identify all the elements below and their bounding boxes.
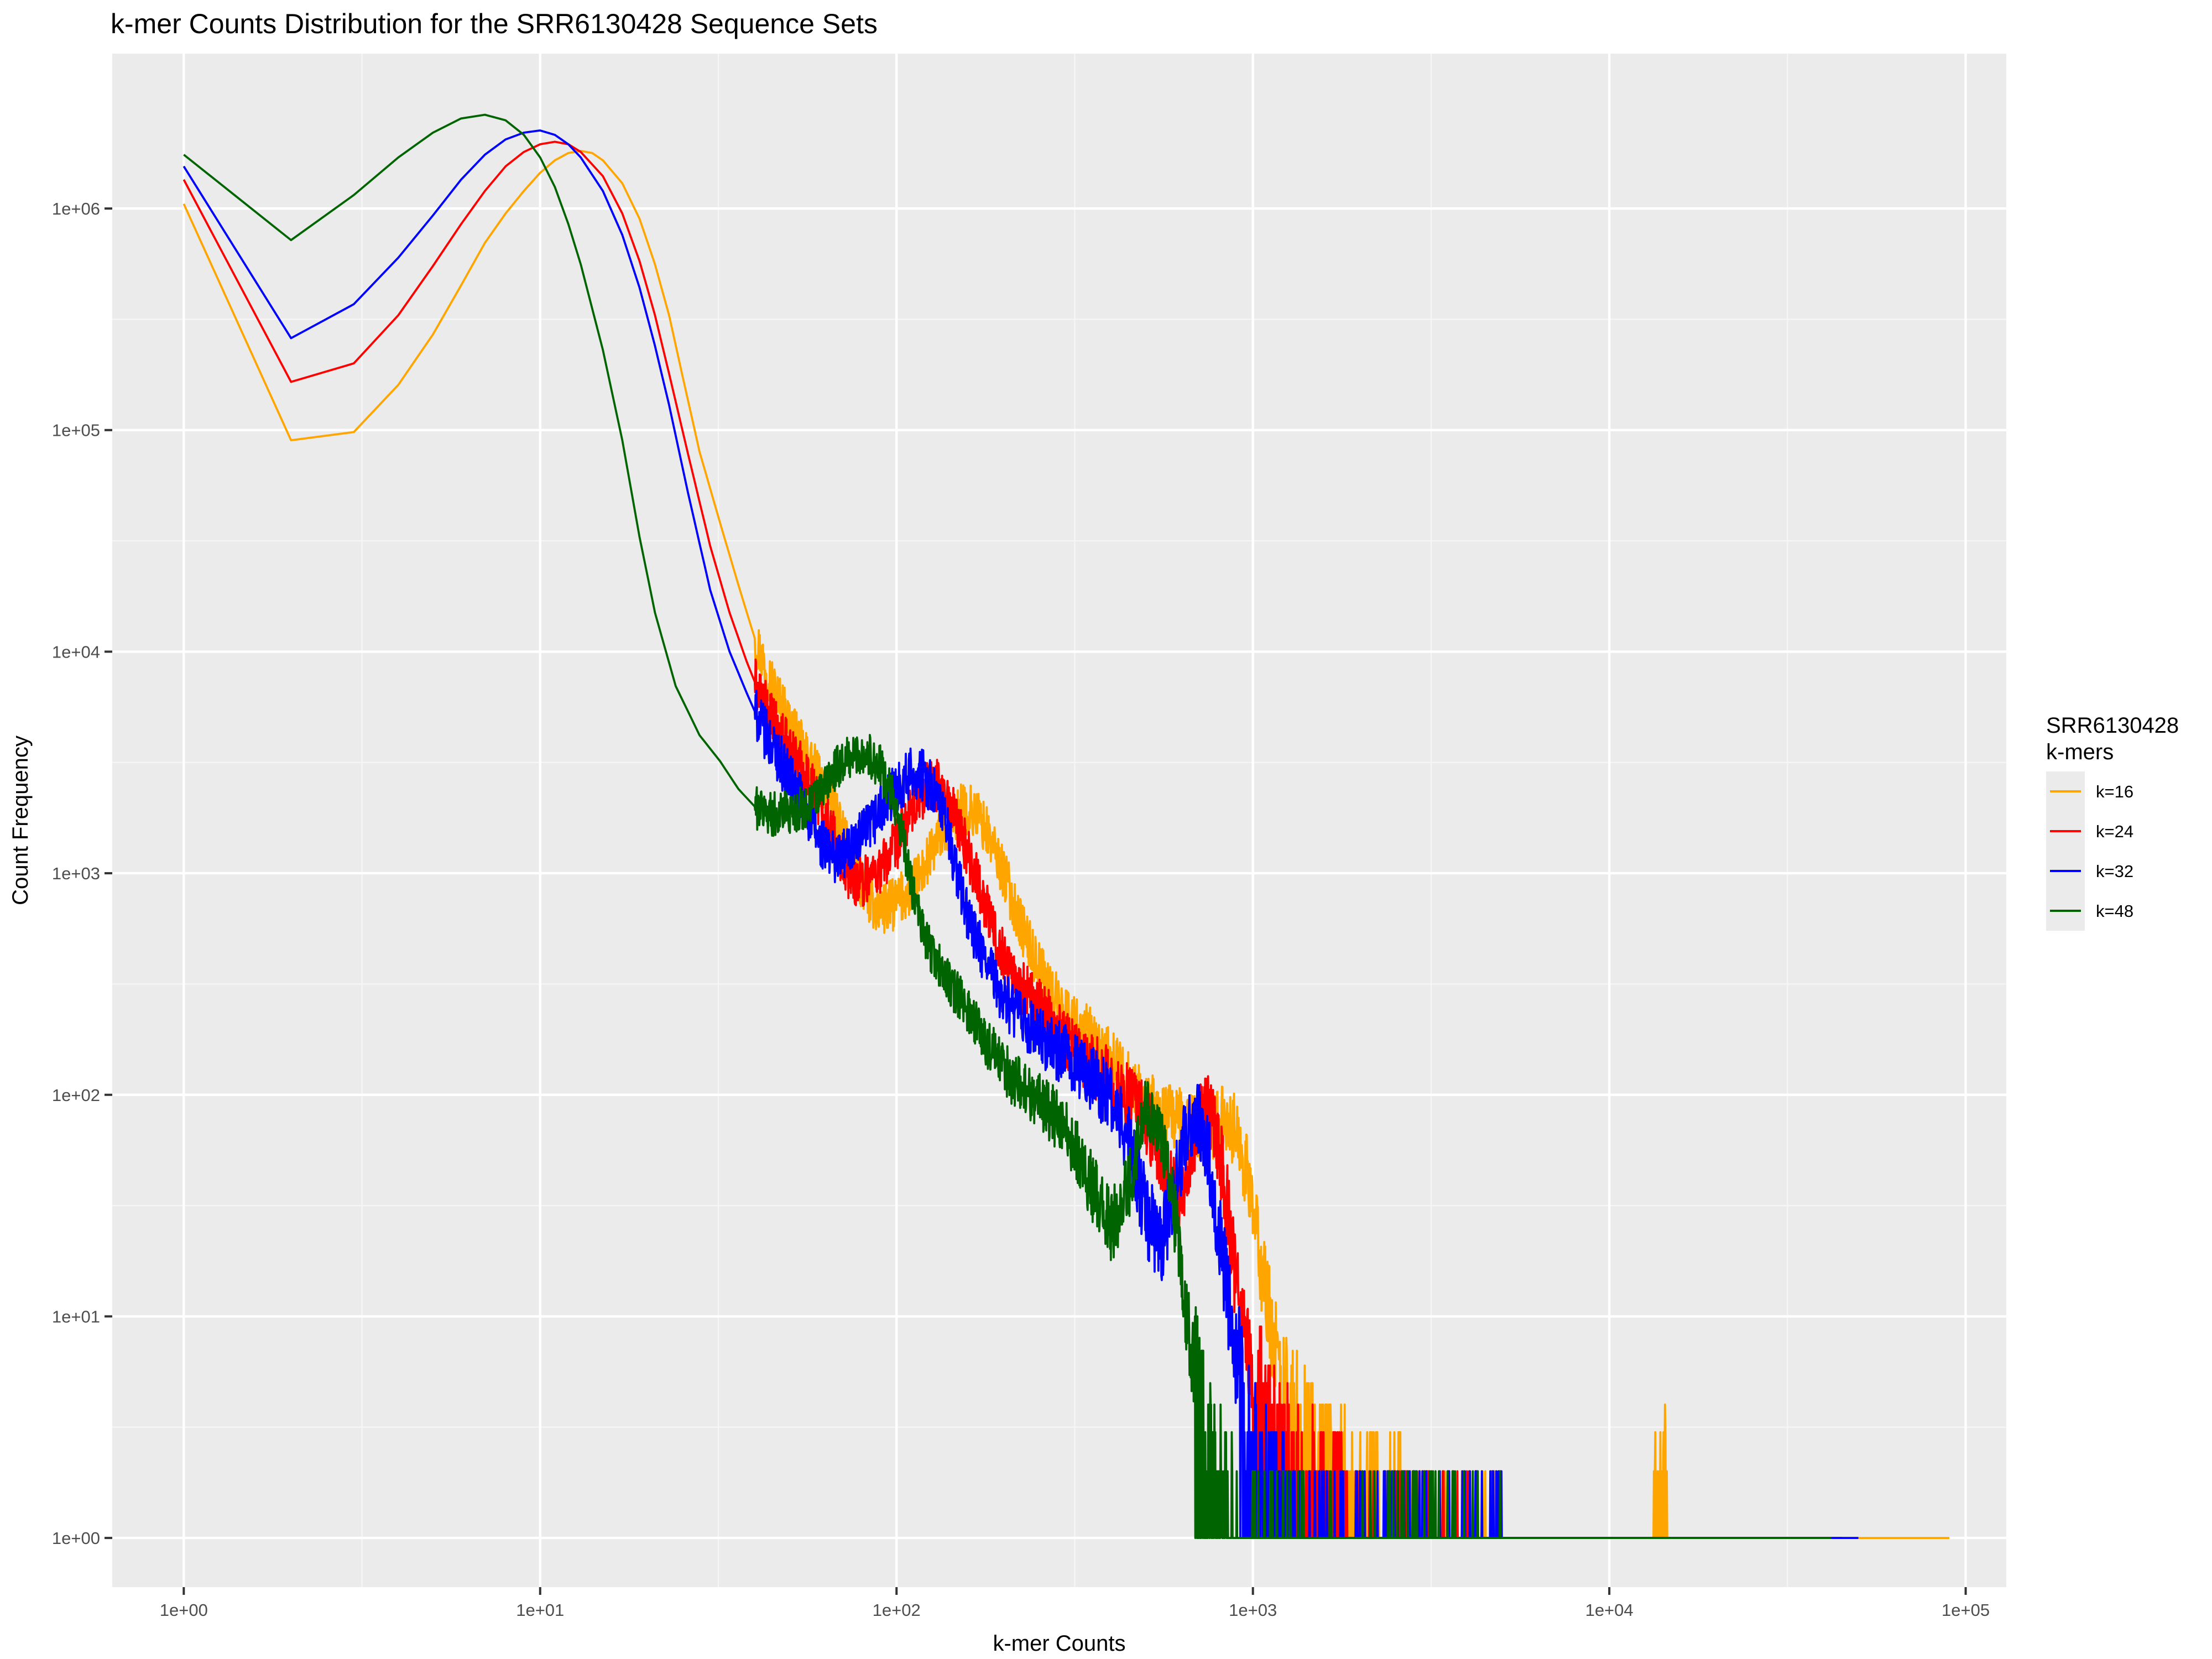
y-tick-label: 1e+06 <box>52 199 100 218</box>
y-tick-label: 1e+05 <box>52 421 100 440</box>
y-tick-label: 1e+04 <box>52 642 100 661</box>
legend-title: SRR6130428 <box>2046 713 2179 738</box>
series-layer <box>182 113 1950 1539</box>
minor-gridlines <box>112 54 2006 1587</box>
legend-title: k-mers <box>2046 740 2114 764</box>
y-axis-title: Count Frequency <box>8 735 33 905</box>
legend-label: k=32 <box>2096 862 2133 881</box>
x-axis: 1e+00 1e+01 1e+02 1e+03 1e+04 1e+05 <box>160 1587 1990 1620</box>
legend-label: k=16 <box>2096 782 2133 801</box>
y-tick-label: 1e+03 <box>52 864 100 883</box>
y-axis: 1e+00 1e+01 1e+02 1e+03 1e+04 1e+05 1e+06 <box>52 199 112 1548</box>
plot-panel <box>112 54 2006 1587</box>
y-tick-label: 1e+02 <box>52 1086 100 1105</box>
x-tick-label: 1e+02 <box>873 1600 921 1620</box>
series-line-k48 <box>183 113 1832 1539</box>
x-tick-label: 1e+03 <box>1229 1600 1277 1620</box>
x-axis-title: k-mer Counts <box>993 1631 1125 1656</box>
legend-label: k=48 <box>2096 901 2133 921</box>
y-tick-label: 1e+01 <box>52 1307 100 1326</box>
y-tick-label: 1e+00 <box>52 1528 100 1548</box>
legend-label: k=24 <box>2096 822 2133 841</box>
x-tick-label: 1e+01 <box>516 1600 564 1620</box>
x-tick-label: 1e+00 <box>160 1600 208 1620</box>
chart-title: k-mer Counts Distribution for the SRR613… <box>111 8 878 39</box>
x-tick-label: 1e+04 <box>1585 1600 1634 1620</box>
x-tick-label: 1e+05 <box>1942 1600 1990 1620</box>
